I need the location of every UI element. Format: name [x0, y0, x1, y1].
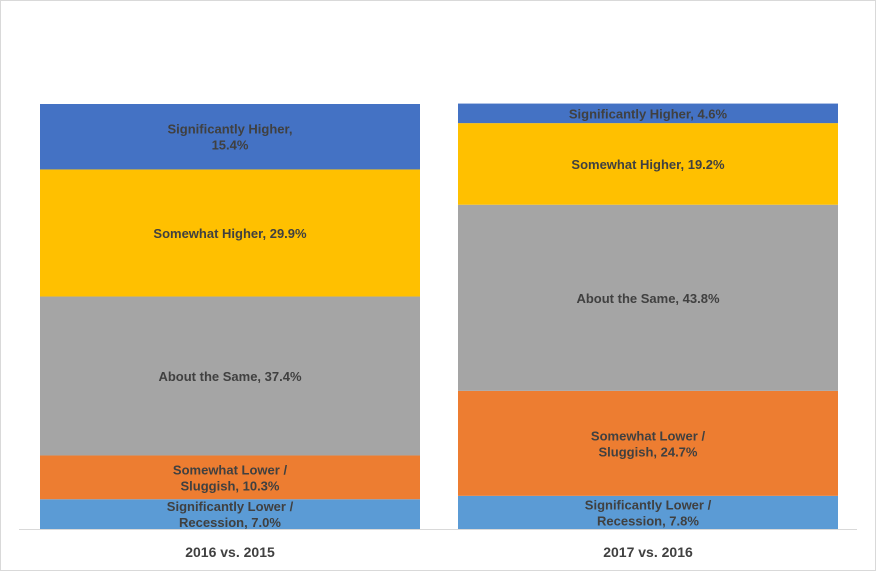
bar-segment-somewhat-higher-2 — [458, 123, 838, 205]
data-label-somewhat-higher-1: Somewhat Higher, 29.9% — [153, 226, 307, 241]
bar-segment-somewhat-lower-sluggish-2 — [458, 390, 838, 496]
data-label-significantly-higher-1: Significantly Higher, 15.4% — [168, 122, 293, 153]
bar-segment-about-the-same-2 — [458, 204, 838, 391]
bar-segment-significantly-lower-recession-1 — [40, 499, 420, 529]
data-label-about-the-same-1: About the Same, 37.4% — [158, 369, 301, 384]
bar-segment-about-the-same-1 — [40, 296, 420, 456]
data-label-somewhat-lower-sluggish-1: Somewhat Lower / Sluggish, 10.3% — [173, 462, 288, 493]
data-label-significantly-higher-2: Significantly Higher, 4.6% — [569, 106, 728, 121]
category-label-2: 2017 vs. 2016 — [603, 544, 693, 560]
data-label-significantly-lower-recession-1: Significantly Lower / Recession, 7.0% — [167, 499, 294, 530]
category-label-1: 2016 vs. 2015 — [185, 544, 275, 560]
data-label-somewhat-higher-2: Somewhat Higher, 19.2% — [571, 157, 725, 172]
data-label-somewhat-lower-sluggish-2: Somewhat Lower / Sluggish, 24.7% — [591, 428, 706, 459]
bar-segment-significantly-higher-1 — [40, 104, 420, 170]
bar-segment-significantly-higher-2 — [458, 103, 838, 124]
data-label-about-the-same-2: About the Same, 43.8% — [576, 291, 719, 306]
bar-segment-somewhat-lower-sluggish-1 — [40, 455, 420, 500]
bar-segment-significantly-lower-recession-2 — [458, 495, 838, 529]
data-label-significantly-lower-recession-2: Significantly Lower / Recession, 7.8% — [585, 497, 712, 528]
bar-segment-somewhat-higher-1 — [40, 169, 420, 297]
